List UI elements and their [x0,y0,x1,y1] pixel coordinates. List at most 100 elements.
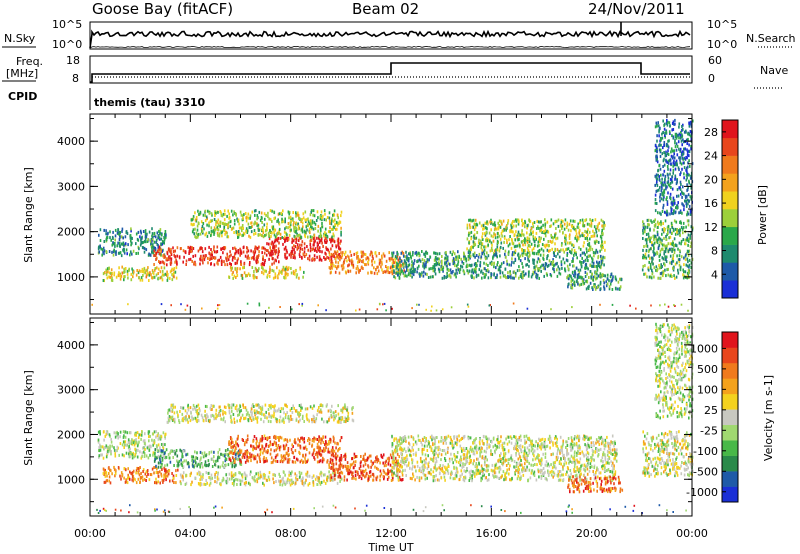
echo-cell [298,236,301,240]
echo-cell [469,218,472,222]
echo-cell [279,445,282,449]
echo-cell [300,220,302,223]
echo-cell [164,436,166,440]
echo-cell [171,479,174,483]
echo-cell [313,258,316,262]
echo-cell [360,255,363,259]
echo-cell [294,237,296,241]
echo-cell [656,156,658,160]
echo-cell [243,455,246,459]
echo-cell [331,244,334,248]
echo-cell [413,270,415,274]
echo-cell [200,220,203,224]
echo-cell [678,156,680,160]
echo-cell [478,238,480,242]
echo-cell [536,244,539,248]
echo-cell [541,243,544,246]
echo-cell [153,263,155,266]
echo-cell [114,452,116,456]
echo-cell [668,184,671,188]
echo-cell [157,465,160,469]
echo-cell [226,255,229,259]
echo-cell [477,259,479,263]
echo-cell [302,460,305,464]
echo-cell [195,456,197,459]
echo-cell [338,246,340,250]
echo-cell [105,238,108,242]
echo-cell [301,436,303,440]
echo-cell [575,253,577,257]
echo-cell [367,256,369,260]
echo-cell [161,278,164,282]
echo-cell [617,287,619,291]
echo-cell [137,442,139,446]
echo-cell [120,254,123,258]
echo-cell [602,220,604,224]
nave-tick-high: 60 [708,54,722,67]
echo-cell [192,215,195,219]
echo-cell [255,261,258,265]
echo-cell [198,222,200,226]
echo-cell [526,231,528,235]
echo-cell [124,440,127,444]
echo-cell [294,460,297,464]
echo-cell [600,257,603,261]
echo-cell [478,221,481,225]
colorbar-tick-label: 20 [704,173,718,186]
echo-cell [379,258,382,262]
echo-cell [223,223,226,226]
echo-cell [224,449,227,453]
echo-cell [501,222,503,226]
echo-cell [667,176,670,180]
echo-cell [230,445,233,449]
echo-cell [181,452,184,456]
echo-cell [295,457,298,461]
echo-cell [239,247,241,251]
echo-cell [271,240,273,244]
echo-cell [540,236,542,240]
echo-cell [508,250,510,254]
echo-cell [337,442,339,446]
echo-cell [431,266,434,270]
echo-cell [227,258,230,262]
echo-cell [404,274,407,278]
echo-cell [362,254,364,258]
echo-cell [288,253,291,257]
echo-cell [651,241,653,245]
echo-cell [567,277,570,281]
echo-cell [495,266,497,270]
echo-cell [151,234,153,238]
echo-cell [290,228,292,232]
echo-cell [175,276,178,280]
echo-cell [678,259,681,263]
echo-cell [669,158,672,162]
echo-cell [227,235,230,239]
colorbar-swatch [722,226,738,245]
echo-cell [350,261,353,265]
echo-cell [331,228,333,231]
echo-cell [653,241,656,245]
echo-cell [217,259,219,263]
echo-cell [575,232,578,236]
echo-cell [313,449,315,452]
echo-cell [102,246,105,250]
echo-cell [299,247,302,250]
echo-cell [258,210,261,214]
echo-cell [233,231,235,234]
echo-cell [481,276,483,280]
echo-cell [316,241,319,245]
echo-cell [594,287,597,291]
echo-cell [426,251,429,255]
echo-cell [473,251,476,255]
echo-cell [123,454,125,458]
echo-cell [591,264,593,268]
echo-cell [222,251,224,255]
echo-cell [658,263,660,267]
echo-cell [574,283,576,287]
echo-cell [113,271,116,275]
echo-cell [556,236,559,240]
echo-cell [584,270,587,274]
echo-cell [132,469,135,473]
echo-cell [688,122,691,126]
